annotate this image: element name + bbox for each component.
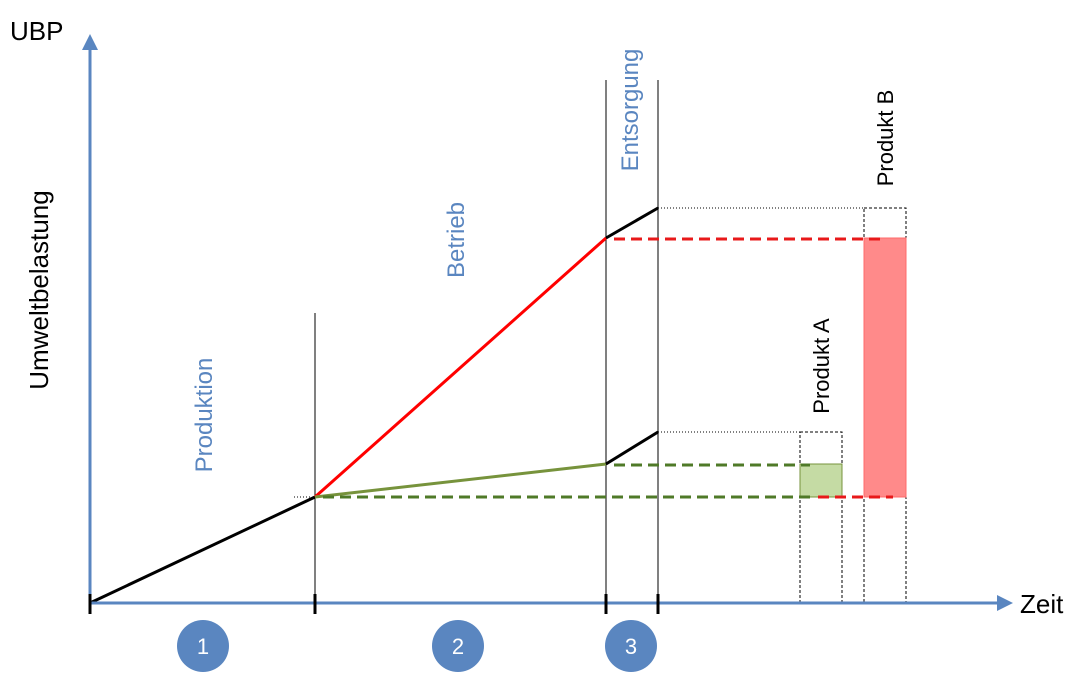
line-production: [89, 495, 316, 605]
x-axis-label: Zeit: [1020, 589, 1064, 619]
phase-label-production: Produktion: [191, 358, 218, 473]
product-label-b: Produkt B: [873, 90, 898, 187]
phase-number-badge-2: 2: [432, 620, 484, 672]
line-operation-a: [314, 462, 607, 499]
product-label-a: Produkt A: [809, 318, 834, 414]
phase-label-disposal: Entsorgung: [617, 49, 644, 172]
phase-number-badge-1: 1: [177, 620, 229, 672]
product-a-frame: [799, 431, 843, 604]
phase-number-1: 1: [197, 634, 209, 659]
phase-number-badge-3: 3: [605, 620, 657, 672]
y-axis-label: Umweltbelastung: [24, 190, 54, 389]
line-disposal-b: [605, 206, 659, 240]
product-b-bar: [863, 237, 907, 498]
phase-label-operation: Betrieb: [443, 202, 470, 278]
y-axis-unit: UBP: [10, 16, 63, 46]
phase-number-2: 2: [452, 634, 464, 659]
product-a-bar: [799, 463, 843, 498]
phase-number-3: 3: [625, 634, 637, 659]
line-disposal-a: [605, 430, 659, 466]
line-operation-b: [314, 236, 607, 499]
